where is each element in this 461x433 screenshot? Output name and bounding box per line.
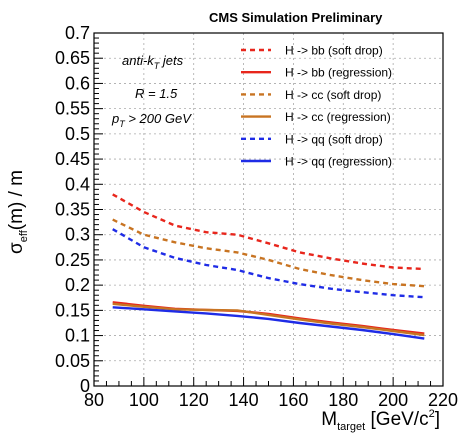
series-line-4 xyxy=(112,302,425,337)
legend-label-5: H -> qq (soft drop) xyxy=(285,132,383,146)
x-tick-label: 100 xyxy=(129,390,159,410)
y-tick-label: 0.55 xyxy=(55,99,90,119)
x-tick-label: 140 xyxy=(229,390,259,410)
x-tick-label: 200 xyxy=(378,390,408,410)
annotation-pt-cut: pT > 200 GeV xyxy=(111,111,192,129)
y-tick-label: 0.5 xyxy=(65,124,90,144)
y-tick-label: 0.3 xyxy=(65,225,90,245)
y-tick-label: 0.25 xyxy=(55,250,90,270)
series-line-1 xyxy=(112,193,425,271)
y-tick-label: 0.1 xyxy=(65,326,90,346)
annotation: anti-kT jets R = 1.5 pT > 200 GeV xyxy=(111,53,192,129)
y-tick-label: 0.6 xyxy=(65,73,90,93)
x-tick-label: 160 xyxy=(278,390,308,410)
x-axis-label: Mtarget [GeV/c2] xyxy=(321,408,440,433)
legend: H -> bb (soft drop) H -> bb (regression) H… xyxy=(241,44,392,169)
y-tick-label: 0.7 xyxy=(65,23,90,43)
x-tick-labels: 80 100 120 140 160 180 200 220 xyxy=(84,390,458,410)
legend-label-3: H -> cc (soft drop) xyxy=(285,88,381,102)
grid xyxy=(94,33,443,386)
x-tick-label: 120 xyxy=(179,390,209,410)
x-tick-label: 80 xyxy=(84,390,104,410)
annotation-radius: R = 1.5 xyxy=(135,86,178,101)
axis-ticks xyxy=(93,32,444,387)
annotation-algorithm: anti-kT jets xyxy=(122,53,184,71)
y-tick-label: 0.2 xyxy=(65,275,90,295)
series-line-6 xyxy=(112,306,425,340)
y-tick-label: 0.65 xyxy=(55,48,90,68)
y-tick-label: 0.15 xyxy=(55,300,90,320)
legend-label-1: H -> bb (soft drop) xyxy=(285,44,383,58)
legend-label-2: H -> bb (regression) xyxy=(285,66,392,80)
legend-label-6: H -> qq (regression) xyxy=(285,155,392,169)
chart-header: CMS Simulation Preliminary xyxy=(209,10,383,25)
series-layer xyxy=(112,193,425,340)
y-tick-labels: 0 0.05 0.1 0.15 0.2 0.25 0.3 0.35 0.4 0.45 0.5 0.55… xyxy=(55,23,90,396)
legend-label-4: H -> cc (regression) xyxy=(285,110,391,124)
y-tick-label: 0.4 xyxy=(65,174,90,194)
y-tick-label: 0.35 xyxy=(55,200,90,220)
y-tick-label: 0.05 xyxy=(55,351,90,371)
y-tick-label: 0 xyxy=(80,376,90,396)
series-line-3 xyxy=(112,218,425,288)
x-tick-label: 220 xyxy=(428,390,458,410)
series-line-5 xyxy=(112,228,425,299)
y-axis-label: σeff(m) / m xyxy=(6,170,30,254)
x-tick-label: 180 xyxy=(328,390,358,410)
y-tick-label: 0.45 xyxy=(55,149,90,169)
